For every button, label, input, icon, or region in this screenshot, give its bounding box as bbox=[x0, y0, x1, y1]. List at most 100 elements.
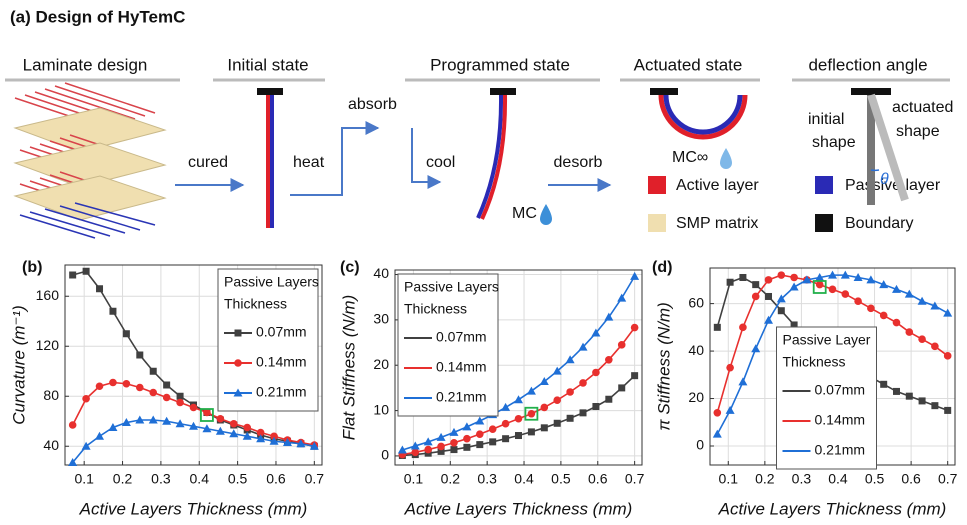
marker bbox=[162, 416, 172, 425]
x-tick-label: 0.3 bbox=[477, 471, 497, 487]
marker bbox=[777, 271, 786, 279]
marker bbox=[149, 388, 158, 397]
y-axis-label: π Stiffness (N/m) bbox=[654, 302, 673, 431]
marker bbox=[712, 429, 722, 438]
marker bbox=[162, 393, 171, 402]
highlight-marker bbox=[200, 408, 214, 422]
plot-frame bbox=[394, 269, 643, 466]
marker bbox=[437, 442, 445, 451]
marker bbox=[243, 423, 252, 432]
drop-icon bbox=[720, 148, 732, 169]
marker bbox=[630, 271, 640, 280]
marker bbox=[943, 308, 953, 317]
x-tick-label: 0.2 bbox=[113, 471, 133, 487]
marker bbox=[854, 297, 862, 306]
marker bbox=[726, 278, 734, 286]
marker bbox=[121, 418, 131, 426]
marker bbox=[109, 378, 117, 387]
marker bbox=[175, 419, 185, 428]
marker bbox=[122, 379, 131, 388]
marker bbox=[853, 272, 863, 281]
y-tick-label: 80 bbox=[43, 387, 59, 403]
marker bbox=[879, 311, 888, 320]
x-axis-label: Active Layers Thickness (mm) bbox=[718, 499, 947, 518]
marker bbox=[148, 415, 158, 424]
legend-label: SMP matrix bbox=[676, 215, 758, 232]
marker bbox=[540, 403, 549, 412]
marker bbox=[802, 275, 812, 284]
y-tick-label: 0 bbox=[696, 437, 704, 453]
legend-swatch bbox=[648, 214, 666, 232]
marker bbox=[108, 423, 118, 431]
y-tick-label: 20 bbox=[688, 389, 704, 405]
marker bbox=[579, 379, 587, 387]
marker bbox=[738, 377, 748, 386]
header: Laminate design bbox=[23, 55, 148, 74]
marker bbox=[411, 448, 420, 457]
legend-title: Passive Layers bbox=[224, 274, 319, 290]
y-tick-label: 40 bbox=[688, 342, 704, 358]
marker bbox=[739, 323, 747, 332]
marker bbox=[553, 419, 561, 427]
marker bbox=[501, 402, 511, 411]
marker bbox=[765, 292, 773, 300]
x-tick-label: 0.5 bbox=[865, 471, 885, 487]
marker bbox=[463, 443, 471, 451]
marker bbox=[943, 352, 952, 360]
marker bbox=[815, 272, 825, 281]
marker bbox=[436, 432, 446, 441]
marker bbox=[931, 342, 939, 351]
marker bbox=[176, 392, 184, 400]
marker bbox=[751, 344, 761, 353]
legend-title: Thickness bbox=[783, 354, 846, 370]
y-tick-label: 160 bbox=[36, 287, 60, 303]
marker bbox=[514, 414, 523, 423]
boundary bbox=[851, 88, 891, 95]
x-tick-label: 0.2 bbox=[441, 471, 461, 487]
marker bbox=[68, 421, 77, 429]
legend-label: 0.21mm bbox=[436, 389, 487, 405]
marker bbox=[450, 446, 458, 454]
marker bbox=[764, 276, 773, 284]
x-tick-label: 0.7 bbox=[938, 471, 958, 487]
marker bbox=[216, 414, 225, 423]
marker bbox=[930, 301, 940, 310]
legend-title: Passive Layers bbox=[404, 279, 499, 295]
marker bbox=[109, 307, 117, 315]
marker bbox=[752, 281, 760, 289]
marker bbox=[592, 368, 600, 377]
marker bbox=[776, 294, 786, 303]
shape-label: shape bbox=[812, 134, 856, 151]
marker bbox=[397, 445, 407, 454]
marker bbox=[527, 428, 535, 436]
marker bbox=[565, 355, 575, 364]
step-label: cool bbox=[426, 154, 455, 171]
marker bbox=[309, 441, 319, 450]
panel-label: (d) bbox=[652, 259, 672, 276]
arrow bbox=[411, 128, 442, 189]
header: Programmed state bbox=[430, 55, 570, 74]
x-tick-label: 0.7 bbox=[305, 471, 325, 487]
angle-label: θ bbox=[880, 171, 889, 188]
marker bbox=[423, 437, 433, 446]
marker bbox=[618, 384, 626, 392]
marker bbox=[566, 388, 574, 396]
step-label: absorb bbox=[348, 96, 397, 113]
marker bbox=[527, 409, 536, 418]
marker bbox=[713, 323, 721, 331]
marker bbox=[475, 416, 485, 425]
laminate-illustration bbox=[13, 82, 167, 239]
marker bbox=[410, 441, 420, 450]
marker bbox=[790, 321, 798, 329]
x-tick-label: 0.4 bbox=[828, 471, 848, 487]
marker bbox=[463, 434, 471, 443]
marker bbox=[82, 394, 90, 403]
y-tick-label: 120 bbox=[36, 337, 60, 353]
passive-layer bbox=[663, 94, 743, 135]
marker bbox=[489, 438, 497, 446]
moisture-label: MC∞ bbox=[672, 149, 708, 166]
legend-label: 0.14mm bbox=[256, 354, 307, 370]
marker bbox=[149, 367, 157, 375]
legend-title: Passive Layer bbox=[783, 332, 871, 348]
